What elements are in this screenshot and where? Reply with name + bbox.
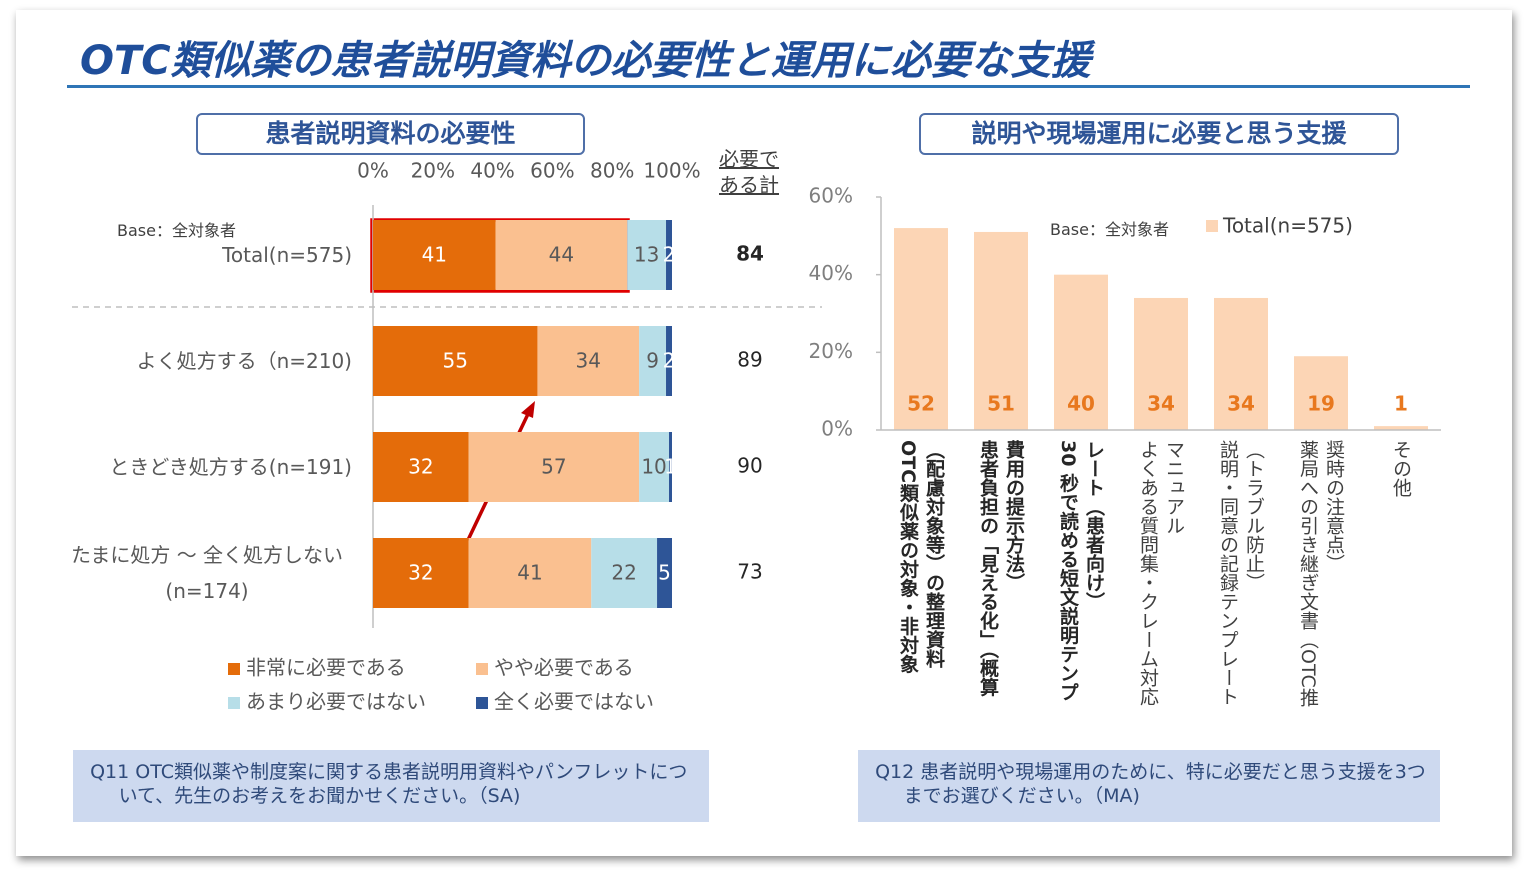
legend-swatch [228,663,240,675]
legend-label: やや必要である [494,656,634,680]
chart-title: 患者説明資料の必要性 [196,113,585,155]
legend-label: Total(n=575) [1222,214,1353,238]
bar-segment [666,326,672,396]
bar-segment [657,538,672,608]
y-tick-label: 40% [809,261,853,285]
x-tick-label: 60% [530,159,574,183]
value-label: 22 [611,561,636,585]
question-note: Q11 OTC類似薬や制度案に関する患者説明用資料やパンフレットについて、先生の… [73,750,709,822]
title-rule [67,85,1470,88]
bar-segment [468,538,592,608]
value-label: 2 [663,243,676,267]
value-label: 2 [663,349,676,373]
legend-swatch [228,697,240,709]
value-label: 1 [664,455,677,479]
category-label: たまに処方 〜 全く処方しない(n=174) [70,543,344,603]
total-value: 89 [737,348,762,372]
bar-segment [537,326,640,396]
x-tick-label: 薬局への引き継ぎ文書（OTC推奨時の注意点） [1297,440,1345,707]
base-note: Base：全対象者 [117,221,236,240]
legend-swatch [1206,220,1218,232]
value-label: 52 [907,392,935,416]
value-label: 9 [646,349,659,373]
legend-label: 全く必要ではない [494,690,654,714]
value-label: 41 [422,243,447,267]
category-label: よく処方する（n=210) [136,349,352,373]
x-tick-label: 20% [411,159,455,183]
bar-segment [639,432,670,502]
legend-swatch [476,697,488,709]
value-label: 34 [1147,392,1175,416]
x-tick-label: 0% [357,159,389,183]
total-value: 84 [736,242,764,266]
value-label: 57 [541,455,566,479]
bar-segment [639,326,667,396]
x-tick-label: OTC類似薬の対象・非対象（配慮対象等）の整理資料 [897,440,945,674]
x-tick-label: 100% [643,159,700,183]
total-value: 90 [737,454,762,478]
bar-segment [669,432,672,502]
bar-segment [495,220,628,290]
value-label: 5 [658,561,671,585]
legend-label: あまり必要ではない [246,690,426,714]
bar [1134,297,1188,430]
bar-segment [627,220,667,290]
value-label: 55 [442,349,467,373]
value-label: 32 [408,455,433,479]
value-label: 44 [549,243,574,267]
bar-segment [468,432,640,502]
value-label: 13 [634,243,659,267]
x-tick-label: 30 秒で読める短文説明テンプレート（患者向け） [1057,440,1105,702]
category-label: Total(n=575) [222,243,352,267]
legend-swatch [476,663,488,675]
y-tick-label: 20% [809,339,853,363]
x-tick-label: よくある質問集・クレーム対応マニュアル [1137,440,1185,706]
bar-segment [373,538,469,608]
value-label: 40 [1067,392,1095,416]
value-label: 41 [517,561,542,585]
value-label: 19 [1307,392,1335,416]
question-note: Q12 患者説明や現場運用のために、特に必要だと思う支援を3つまでお選びください… [858,750,1440,822]
bar-segment [373,220,496,290]
bar [1054,274,1108,430]
x-tick-label: 患者負担の「見える化」（概算費用の提示方法） [977,440,1025,697]
y-tick-label: 0% [821,417,853,441]
bar [1214,297,1268,430]
legend-label: 非常に必要である [246,656,406,680]
bar-segment [666,220,672,290]
total-value: 73 [737,560,762,584]
bar [974,231,1028,430]
value-label: 32 [408,561,433,585]
page-title: OTC類似薬の患者説明資料の必要性と運用に必要な支援 [80,38,1091,84]
bar [1374,426,1428,430]
bar [894,228,948,430]
value-label: 1 [1394,392,1408,416]
arrow-head [521,401,535,418]
value-label: 51 [987,392,1015,416]
value-label: 34 [1227,392,1255,416]
x-tick-label: その他 [1390,440,1412,497]
x-tick-label: 80% [590,159,634,183]
chart-title: 説明や現場運用に必要と思う支援 [919,113,1399,155]
base-note: Base：全対象者 [1050,220,1169,239]
value-label: 10 [641,455,666,479]
bar-segment [373,326,538,396]
value-label: 34 [576,349,601,373]
bar-segment [591,538,658,608]
bar-segment [373,432,469,502]
y-tick-label: 60% [809,184,853,208]
slide-frame [16,10,1512,856]
bar [1294,356,1348,430]
category-label: ときどき処方する(n=191) [109,455,352,479]
total-header: 必要である計 [719,147,779,197]
x-tick-label: 説明・同意の記録テンプレート（トラブル防止） [1217,440,1265,706]
x-tick-label: 40% [470,159,514,183]
